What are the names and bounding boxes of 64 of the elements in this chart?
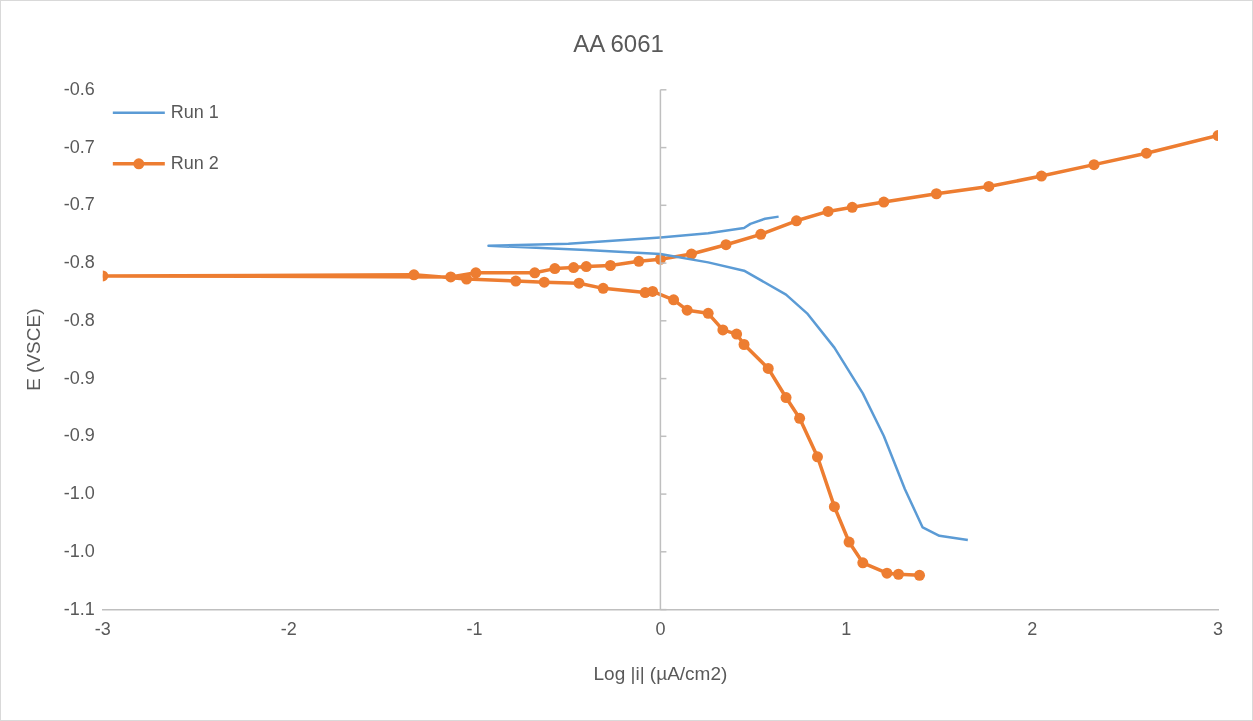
point bbox=[720, 239, 732, 251]
x-tick-label: -2 bbox=[280, 619, 297, 640]
point bbox=[529, 267, 541, 279]
point bbox=[1088, 159, 1100, 171]
point bbox=[822, 205, 834, 217]
point bbox=[685, 248, 697, 260]
point bbox=[738, 339, 750, 350]
point bbox=[930, 188, 942, 200]
point bbox=[717, 324, 729, 336]
point bbox=[681, 304, 693, 316]
point bbox=[983, 180, 995, 192]
y-tick-label: -0.8 bbox=[63, 252, 95, 273]
x-tick-label: -1 bbox=[466, 619, 483, 640]
point bbox=[881, 567, 893, 579]
legend-label: Run 2 bbox=[170, 152, 219, 173]
y-tick-label: -0.9 bbox=[63, 425, 95, 446]
point bbox=[639, 287, 651, 299]
point bbox=[1035, 170, 1047, 182]
x-axis-title: Log |i| (µA/cm2) bbox=[593, 662, 728, 684]
point bbox=[762, 362, 774, 374]
point bbox=[445, 271, 457, 283]
y-tick-label: -0.7 bbox=[63, 194, 95, 215]
point bbox=[702, 307, 714, 319]
x-tick-label: 0 bbox=[655, 619, 666, 640]
point bbox=[811, 451, 823, 463]
point bbox=[780, 392, 792, 404]
point bbox=[597, 282, 609, 294]
y-tick-label: -0.7 bbox=[63, 136, 95, 157]
point bbox=[914, 569, 925, 581]
point bbox=[755, 228, 767, 240]
point bbox=[668, 294, 680, 306]
point bbox=[731, 328, 743, 340]
x-tick-label: 2 bbox=[1027, 619, 1038, 640]
y-tick-label: -0.9 bbox=[63, 367, 95, 388]
point bbox=[857, 557, 869, 569]
point bbox=[604, 259, 616, 271]
y-tick-label: -1.1 bbox=[63, 598, 95, 619]
point bbox=[580, 261, 592, 273]
point bbox=[510, 275, 522, 287]
x-tick-label: -3 bbox=[94, 619, 111, 640]
point bbox=[549, 263, 561, 275]
point bbox=[843, 536, 855, 548]
point bbox=[633, 255, 645, 267]
chart-title: AA 6061 bbox=[573, 30, 664, 58]
point bbox=[573, 277, 585, 289]
x-tick-label: 3 bbox=[1212, 619, 1224, 640]
y-tick-label: -1.0 bbox=[63, 483, 95, 504]
point bbox=[408, 269, 420, 281]
y-tick-label: -0.6 bbox=[63, 78, 95, 99]
point bbox=[1140, 147, 1152, 159]
legend-label: Run 1 bbox=[170, 101, 219, 122]
y-tick-label: -0.8 bbox=[63, 309, 95, 330]
point bbox=[538, 276, 550, 288]
point bbox=[878, 196, 890, 208]
y-tick-label: -1.0 bbox=[63, 540, 95, 561]
y-axis-title: E (VSCE) bbox=[22, 308, 44, 391]
x-tick-label: 1 bbox=[841, 619, 852, 640]
point bbox=[846, 201, 858, 213]
point bbox=[828, 501, 840, 513]
point bbox=[794, 412, 806, 424]
point bbox=[893, 568, 904, 580]
point bbox=[790, 215, 802, 227]
point bbox=[470, 267, 482, 279]
point bbox=[568, 262, 580, 274]
